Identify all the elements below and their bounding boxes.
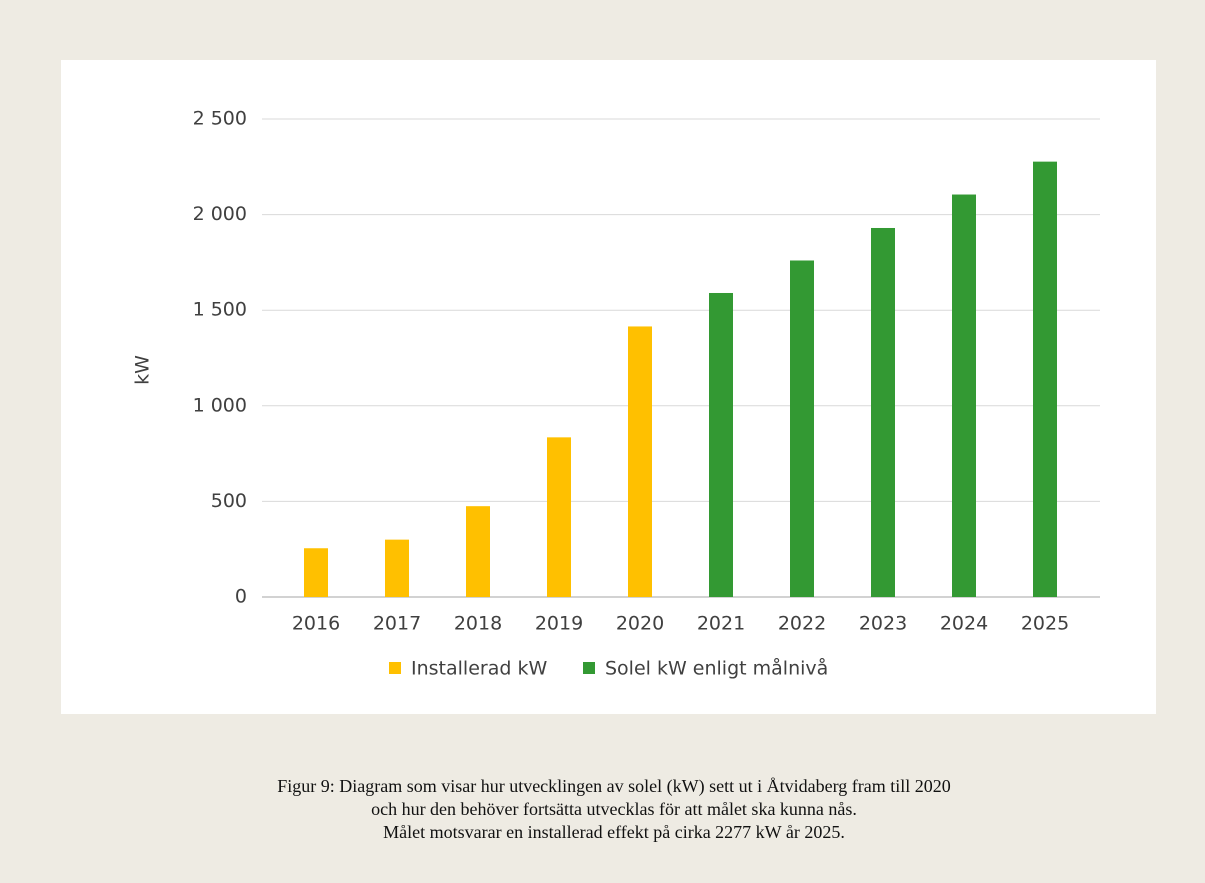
caption-line: Figur 9: Diagram som visar hur utvecklin… xyxy=(277,776,951,797)
bar xyxy=(304,548,328,597)
legend-label: Solel kW enligt målnivå xyxy=(605,657,828,680)
caption-line: Målet motsvarar en installerad effekt på… xyxy=(383,822,845,842)
bar xyxy=(385,539,409,597)
caption-line: och hur den behöver fortsätta utvecklas … xyxy=(371,799,857,819)
legend-swatch xyxy=(389,662,401,674)
x-tick-label: 2016 xyxy=(292,613,340,635)
x-tick-label: 2020 xyxy=(616,613,664,635)
x-tick-label: 2023 xyxy=(859,613,907,635)
x-tick-label: 2021 xyxy=(697,613,745,635)
x-tick-label: 2019 xyxy=(535,613,583,635)
chart-panel xyxy=(61,60,1156,714)
x-tick-label: 2024 xyxy=(940,613,988,635)
y-tick-label: 1 500 xyxy=(193,299,247,321)
x-tick-label: 2025 xyxy=(1021,613,1069,635)
bar xyxy=(871,227,895,597)
y-tick-label: 1 000 xyxy=(193,394,247,416)
bar xyxy=(790,260,814,597)
bar xyxy=(952,194,976,598)
bar xyxy=(1033,161,1057,597)
x-tick-label: 2018 xyxy=(454,613,502,635)
x-tick-label: 2022 xyxy=(778,613,826,635)
legend-label: Installerad kW xyxy=(411,658,547,680)
bar xyxy=(547,437,571,597)
y-tick-label: 500 xyxy=(211,490,247,512)
y-tick-label: 2 500 xyxy=(193,108,247,130)
y-tick-label: 0 xyxy=(235,586,247,608)
x-tick-label: 2017 xyxy=(373,613,421,635)
bar xyxy=(709,292,733,597)
bar xyxy=(466,506,490,597)
y-axis-label: kW xyxy=(132,355,154,385)
bar xyxy=(628,326,652,597)
y-tick-label: 2 000 xyxy=(193,203,247,225)
legend-swatch xyxy=(583,662,595,674)
